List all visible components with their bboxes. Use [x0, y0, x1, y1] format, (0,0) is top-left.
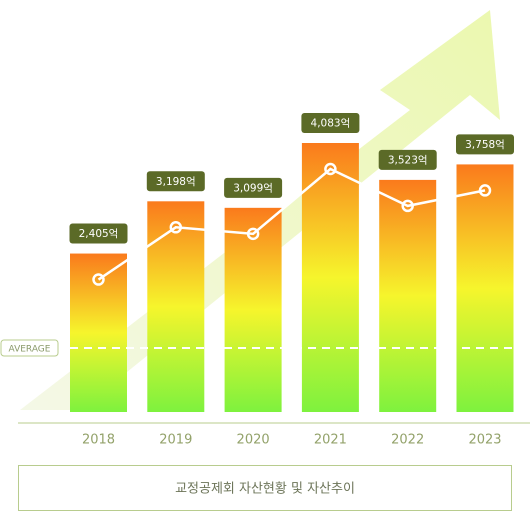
x-tick-label: 2019	[159, 433, 192, 448]
value-label-box	[456, 134, 514, 155]
bar	[301, 143, 359, 412]
x-tick-label: 2023	[468, 433, 501, 448]
bar	[224, 207, 282, 412]
bar	[379, 179, 437, 412]
bar	[147, 201, 205, 412]
x-tick-label: 2020	[237, 433, 270, 448]
trend-point	[169, 221, 183, 234]
value-label: 3,523억	[388, 154, 428, 166]
trend-point	[324, 162, 337, 176]
caption-box	[18, 465, 512, 511]
trend-point	[246, 227, 260, 241]
value-label: 3,099억	[233, 182, 273, 194]
background-arrow	[20, 10, 500, 410]
value-label: 3,758억	[465, 139, 505, 151]
bar	[70, 253, 127, 412]
value-label-box	[224, 177, 283, 198]
value-label-box	[146, 171, 205, 192]
value-label-box	[378, 149, 437, 170]
trend-line	[97, 167, 486, 281]
bar	[456, 164, 514, 412]
trend-point	[478, 184, 492, 197]
average-label: AVERAGE	[9, 345, 51, 355]
trend-point	[401, 199, 414, 213]
caption: 교정공제회 자산현황 및 자산추이	[175, 482, 355, 497]
x-tick-label: 2021	[314, 433, 347, 448]
trend-point	[92, 273, 105, 286]
value-label-box	[301, 113, 360, 133]
value-label: 4,083억	[311, 118, 351, 130]
bars	[70, 143, 514, 412]
value-label: 2,405억	[79, 228, 119, 240]
average-box	[0, 339, 59, 357]
x-tick-label: 2018	[82, 433, 115, 448]
value-label: 3,198억	[156, 176, 196, 188]
x-tick-label: 2022	[391, 433, 424, 448]
value-label-box	[69, 223, 128, 244]
